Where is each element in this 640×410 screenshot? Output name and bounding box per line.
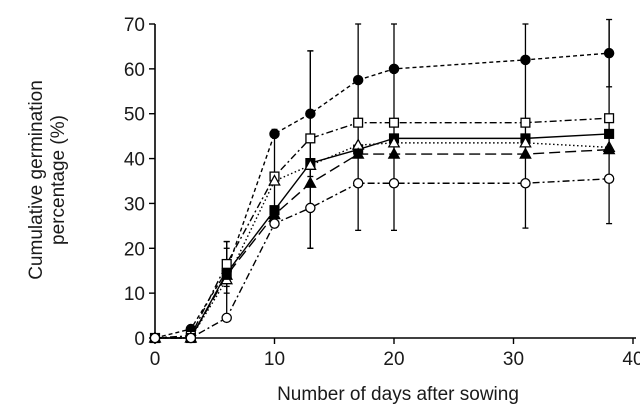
x-axis-title: Number of days after sowing: [277, 384, 519, 405]
y-axis-title: Cumulative germination percentage (%): [26, 80, 69, 280]
series-line-open-triangle: [155, 142, 610, 339]
data-point-open-square: [353, 117, 364, 128]
data-point-open-square: [221, 258, 232, 270]
data-point-filled-circle: [352, 74, 364, 86]
y-tick-label: 20: [124, 239, 145, 260]
data-point-open-circle: [520, 177, 531, 189]
data-point-open-triangle: [268, 174, 281, 186]
series-line-filled-triangle: [155, 148, 610, 339]
y-tick-label: 10: [124, 284, 145, 305]
data-point-open-circle: [221, 312, 232, 324]
y-tick-label: 50: [124, 105, 145, 126]
data-point-filled-triangle: [519, 147, 532, 159]
data-point-open-square: [520, 117, 531, 128]
data-point-filled-circle: [520, 54, 531, 66]
y-tick-label: 70: [124, 15, 145, 36]
data-point-open-triangle: [387, 136, 401, 148]
data-point-filled-triangle: [220, 268, 233, 280]
data-point-filled-circle: [388, 63, 400, 75]
data-point-open-circle: [603, 173, 615, 185]
data-point-filled-circle: [305, 108, 316, 119]
x-tick-label: 40: [622, 349, 640, 370]
data-point-open-square: [388, 117, 400, 128]
series-line-filled-square: [155, 133, 610, 339]
series-line-filled-circle: [154, 52, 610, 339]
data-point-open-circle: [388, 177, 400, 189]
data-point-filled-triangle: [602, 142, 616, 155]
y-tick-label: 60: [124, 60, 145, 81]
series-line-open-square: [154, 117, 610, 339]
data-point-filled-circle: [603, 47, 615, 59]
y-tick-label: 30: [124, 194, 145, 215]
y-axis-title-line-2: percentage (%): [48, 115, 69, 245]
data-point-open-circle: [185, 332, 197, 344]
data-point-open-triangle: [519, 136, 532, 148]
x-tick-label: 20: [383, 349, 404, 370]
data-point-open-square: [305, 133, 316, 144]
data-point-open-circle: [269, 218, 280, 229]
data-point-open-circle: [149, 332, 161, 344]
data-point-filled-square: [604, 128, 615, 139]
data-point-open-circle: [352, 177, 364, 189]
data-point-open-triangle: [304, 158, 317, 170]
y-tick-label: 40: [124, 150, 145, 171]
y-tick-label: 0: [134, 329, 145, 350]
data-point-filled-triangle: [304, 176, 317, 188]
data-point-open-square: [604, 113, 615, 124]
x-tick-label: 30: [503, 349, 524, 370]
x-tick-label: 10: [264, 349, 285, 370]
data-point-filled-triangle: [351, 147, 365, 159]
data-point-open-circle: [305, 202, 316, 214]
data-point-filled-circle: [269, 128, 280, 140]
y-axis-title-line-1: Cumulative germination: [26, 80, 47, 280]
x-tick-label: 0: [150, 349, 161, 370]
plot-area: 0 10 20 30 40 50 60 70 0 10 20 30 40: [124, 15, 640, 370]
data-point-filled-triangle: [387, 147, 401, 159]
